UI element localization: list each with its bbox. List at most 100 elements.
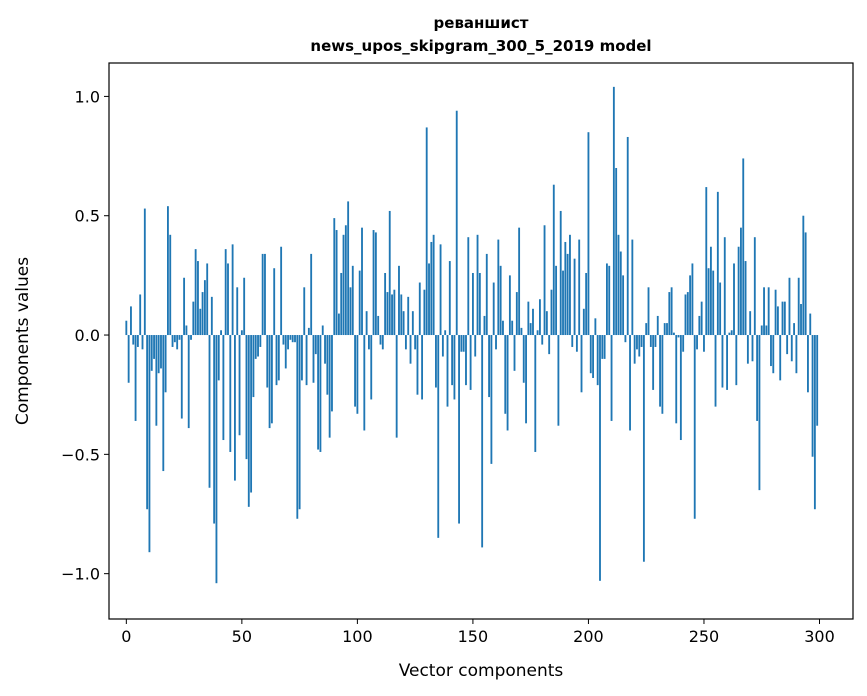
bar-292 bbox=[800, 304, 802, 336]
bar-7 bbox=[141, 335, 144, 350]
bar-172 bbox=[522, 335, 525, 383]
bar-149 bbox=[469, 335, 472, 390]
bar-79 bbox=[307, 327, 310, 336]
bar-206 bbox=[601, 335, 604, 359]
bar-181 bbox=[543, 225, 546, 336]
y-tick-label: 0.0 bbox=[75, 326, 100, 345]
x-tick-label: 300 bbox=[804, 627, 835, 646]
bar-133 bbox=[432, 234, 435, 336]
bar-82 bbox=[314, 335, 317, 355]
bar-225 bbox=[645, 323, 648, 336]
bar-227 bbox=[649, 335, 652, 347]
bar-182 bbox=[545, 311, 548, 336]
x-tick-label: 250 bbox=[689, 627, 720, 646]
bar-266 bbox=[740, 227, 742, 336]
bar-161 bbox=[497, 239, 500, 336]
bar-32 bbox=[199, 308, 202, 336]
bar-28 bbox=[190, 335, 192, 340]
bar-78 bbox=[305, 335, 308, 386]
bar-21 bbox=[173, 335, 176, 343]
bar-231 bbox=[659, 335, 661, 407]
bar-99 bbox=[354, 335, 356, 407]
bar-5 bbox=[136, 335, 139, 347]
bar-271 bbox=[751, 335, 754, 362]
bar-163 bbox=[502, 320, 504, 336]
bar-67 bbox=[280, 246, 283, 336]
bar-24 bbox=[180, 335, 183, 419]
bar-50 bbox=[240, 330, 243, 336]
bar-48 bbox=[236, 287, 239, 336]
bar-275 bbox=[760, 325, 763, 336]
bar-270 bbox=[749, 311, 752, 336]
bar-29 bbox=[192, 301, 195, 336]
bar-155 bbox=[483, 315, 486, 336]
bar-221 bbox=[636, 335, 638, 350]
bar-297 bbox=[811, 335, 814, 457]
bar-250 bbox=[703, 335, 705, 352]
bar-197 bbox=[580, 335, 583, 393]
bar-117 bbox=[395, 335, 398, 438]
bar-295 bbox=[807, 335, 809, 393]
bar-236 bbox=[670, 287, 673, 336]
bar-245 bbox=[691, 263, 694, 336]
bar-277 bbox=[765, 325, 768, 336]
bar-11 bbox=[150, 335, 153, 371]
bar-199 bbox=[585, 272, 588, 336]
bar-201 bbox=[589, 335, 592, 374]
bar-65 bbox=[275, 335, 278, 386]
bar-123 bbox=[409, 335, 412, 364]
bar-101 bbox=[358, 270, 361, 336]
bar-215 bbox=[622, 275, 625, 336]
bar-93 bbox=[340, 272, 343, 336]
chart-subtitle: news_upos_skipgram_300_5_2019 model bbox=[310, 37, 651, 55]
bar-226 bbox=[647, 287, 650, 336]
bar-296 bbox=[809, 313, 812, 336]
bar-204 bbox=[596, 335, 599, 386]
bar-105 bbox=[368, 335, 370, 350]
bar-38 bbox=[213, 335, 216, 524]
bar-59 bbox=[261, 253, 264, 336]
bar-175 bbox=[529, 323, 532, 336]
bar-248 bbox=[698, 315, 701, 336]
bar-106 bbox=[370, 335, 373, 400]
bar-129 bbox=[423, 289, 426, 336]
bar-230 bbox=[656, 315, 659, 336]
bar-23 bbox=[178, 335, 181, 340]
bar-96 bbox=[347, 201, 350, 336]
bar-299 bbox=[816, 335, 819, 426]
bar-102 bbox=[361, 227, 363, 336]
bar-97 bbox=[349, 287, 352, 336]
bar-132 bbox=[430, 241, 433, 336]
y-tick-label: −0.5 bbox=[61, 445, 100, 464]
bar-72 bbox=[291, 335, 294, 343]
bar-114 bbox=[388, 210, 391, 336]
bar-179 bbox=[539, 299, 541, 336]
bar-287 bbox=[788, 277, 791, 336]
bar-249 bbox=[700, 301, 703, 336]
bar-217 bbox=[626, 136, 629, 336]
bar-178 bbox=[536, 330, 539, 336]
bar-13 bbox=[155, 335, 158, 426]
bar-58 bbox=[259, 335, 262, 347]
bar-279 bbox=[770, 335, 772, 367]
bar-63 bbox=[270, 335, 273, 424]
bar-122 bbox=[407, 296, 410, 336]
bar-94 bbox=[342, 234, 345, 336]
bar-192 bbox=[569, 234, 571, 336]
bar-219 bbox=[631, 239, 634, 336]
bar-118 bbox=[398, 265, 400, 336]
bar-35 bbox=[206, 263, 209, 336]
bar-274 bbox=[758, 335, 761, 491]
bar-158 bbox=[490, 335, 493, 464]
bar-258 bbox=[721, 335, 724, 388]
bar-146 bbox=[462, 335, 465, 352]
bar-41 bbox=[220, 330, 222, 336]
bar-84 bbox=[319, 335, 322, 452]
bar-143 bbox=[455, 110, 458, 336]
bar-208 bbox=[606, 263, 608, 336]
bar-261 bbox=[728, 332, 731, 336]
bar-44 bbox=[227, 263, 229, 336]
bar-124 bbox=[411, 311, 414, 336]
bar-293 bbox=[802, 215, 805, 336]
